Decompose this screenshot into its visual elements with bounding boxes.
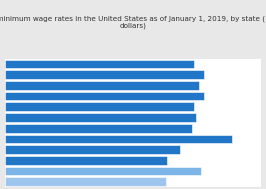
Bar (5, 156, 167, 165)
Bar (5, 81, 199, 90)
Bar (5, 167, 201, 175)
Bar (5, 135, 232, 143)
Text: State minimum wage rates in the United States as of January 1, 2019, by state ( : State minimum wage rates in the United S… (0, 15, 266, 29)
Bar (5, 113, 196, 122)
Bar (5, 102, 194, 111)
Bar (5, 92, 204, 101)
Bar (5, 124, 192, 133)
Bar (5, 177, 166, 186)
Bar (5, 60, 194, 68)
Bar (5, 145, 180, 154)
Bar (5, 70, 204, 79)
